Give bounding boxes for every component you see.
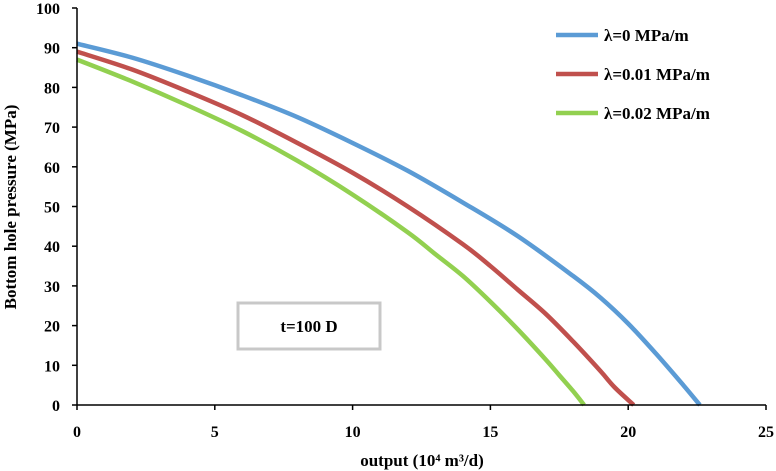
y-tick-label: 50 xyxy=(44,200,60,217)
y-tick-label: 90 xyxy=(44,41,60,58)
annotation-frame xyxy=(236,301,382,351)
annotation-text: t=100 D xyxy=(280,317,337,336)
x-tick-label: 5 xyxy=(211,424,219,441)
y-tick-label: 40 xyxy=(44,239,60,256)
x-tick-label: 10 xyxy=(345,424,361,441)
y-tick-label: 20 xyxy=(44,319,60,336)
y-tick-label: 70 xyxy=(44,120,60,137)
x-tick-label: 20 xyxy=(620,424,636,441)
series-line-0 xyxy=(76,41,702,407)
y-axis-title: Bottom hole pressure (MPa) xyxy=(1,105,20,310)
legend-label-2: λ=0.02 MPa/m xyxy=(604,104,710,123)
y-tick-label: 100 xyxy=(36,1,60,18)
y-tick-label: 0 xyxy=(52,398,60,415)
legend-label-1: λ=0.01 MPa/m xyxy=(604,65,710,84)
plot-area xyxy=(76,41,702,407)
x-tick-label: 0 xyxy=(73,424,81,441)
legend: λ=0 MPa/m λ=0.01 MPa/m λ=0.02 MPa/m xyxy=(556,26,710,123)
x-tick-label: 15 xyxy=(482,424,498,441)
axes xyxy=(72,7,767,410)
x-axis-title: output (10⁴ m³/d) xyxy=(360,451,484,470)
series-line-1 xyxy=(76,49,636,407)
y-tick-label: 60 xyxy=(44,160,60,177)
series-line-2 xyxy=(76,57,586,407)
y-tick-label: 10 xyxy=(44,358,60,375)
y-tick-label: 30 xyxy=(44,279,60,296)
legend-label-0: λ=0 MPa/m xyxy=(604,26,689,45)
annotation-box: t=100 D xyxy=(236,301,382,351)
x-tick-label: 25 xyxy=(758,424,774,441)
y-tick-label: 80 xyxy=(44,80,60,97)
tick-labels: 0 10 20 30 40 50 60 70 80 90 100 0 5 10 15 20 25 xyxy=(36,1,774,441)
